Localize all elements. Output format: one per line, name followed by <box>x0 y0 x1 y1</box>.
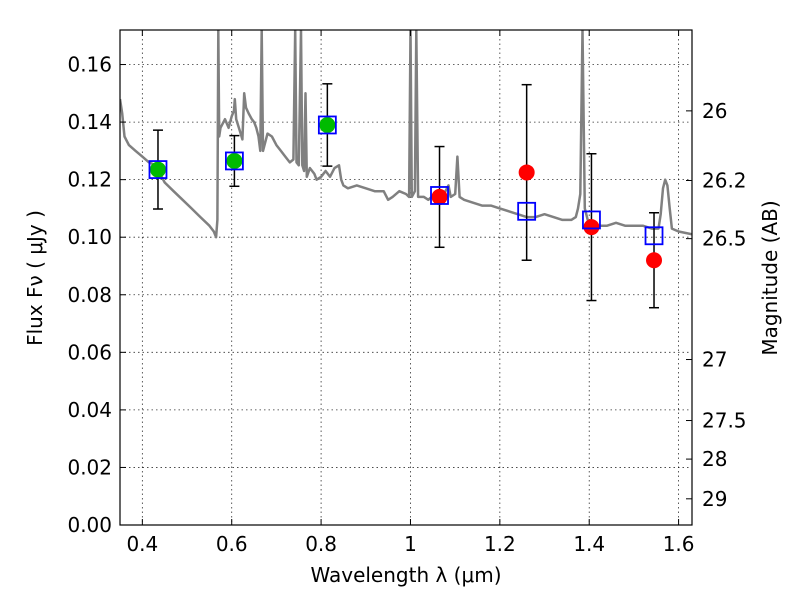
x-tick-label: 0.4 <box>126 532 158 556</box>
y-tick-label: 0.12 <box>67 168 112 192</box>
observed-point-green <box>319 116 336 133</box>
right-tick-label: 28 <box>702 447 727 471</box>
observed-point-green <box>149 161 166 178</box>
x-tick-label: 0.8 <box>305 532 337 556</box>
y-tick-label: 0.02 <box>67 455 112 479</box>
y-tick-label: 0.00 <box>67 513 112 537</box>
observed-point-green <box>226 152 243 169</box>
x-tick-label: 0.6 <box>216 532 248 556</box>
right-tick-label: 26 <box>702 99 727 123</box>
y-tick-label: 0.08 <box>67 283 112 307</box>
y-axis-label: Flux Fν ( μJy ) <box>23 210 47 346</box>
x-tick-label: 1.4 <box>573 532 605 556</box>
x-tick-label: 1.6 <box>663 532 695 556</box>
right-tick-label: 26.2 <box>702 169 747 193</box>
x-axis-ticks: 0.4 0.6 0.8 1 1.2 1.4 1.6 <box>126 30 695 556</box>
y-tick-label: 0.16 <box>67 53 112 77</box>
model-spectrum-layer <box>120 30 692 239</box>
x-axis-label: Wavelength λ (μm) <box>310 563 501 587</box>
right-axis-ticks: 26 26.2 26.5 27 27.5 28 29 <box>686 99 747 511</box>
x-tick-label: 1.2 <box>484 532 516 556</box>
model-spectrum-line <box>120 30 692 239</box>
right-axis-label: Magnitude (AB) <box>758 200 782 355</box>
observed-point-red <box>646 252 663 269</box>
y-axis-ticks: 0.00 0.02 0.04 0.06 0.08 0.10 0.12 0.14 0.16 <box>67 53 126 537</box>
model-point-square <box>517 201 537 221</box>
model-point-square <box>148 160 168 179</box>
observed-point-red <box>518 164 535 181</box>
model-point-square <box>430 186 449 205</box>
right-tick-label: 27 <box>702 348 727 372</box>
x-tick-label: 1 <box>404 532 417 556</box>
model-point-square <box>317 115 337 135</box>
y-tick-label: 0.10 <box>67 225 112 249</box>
model-point-square <box>582 210 601 230</box>
grid-lines <box>120 30 692 526</box>
plot-frame <box>119 29 693 526</box>
model-point-square <box>644 226 664 246</box>
observed-point-red <box>583 219 600 236</box>
y-tick-label: 0.04 <box>67 398 112 422</box>
right-tick-label: 27.5 <box>702 409 747 433</box>
model-point-square <box>224 151 244 171</box>
right-tick-label: 29 <box>702 487 727 511</box>
y-tick-label: 0.06 <box>67 340 112 364</box>
marker-layer <box>148 115 664 269</box>
y-tick-label: 0.14 <box>67 110 112 134</box>
right-tick-label: 26.5 <box>702 227 747 251</box>
observed-point-red <box>431 188 448 205</box>
